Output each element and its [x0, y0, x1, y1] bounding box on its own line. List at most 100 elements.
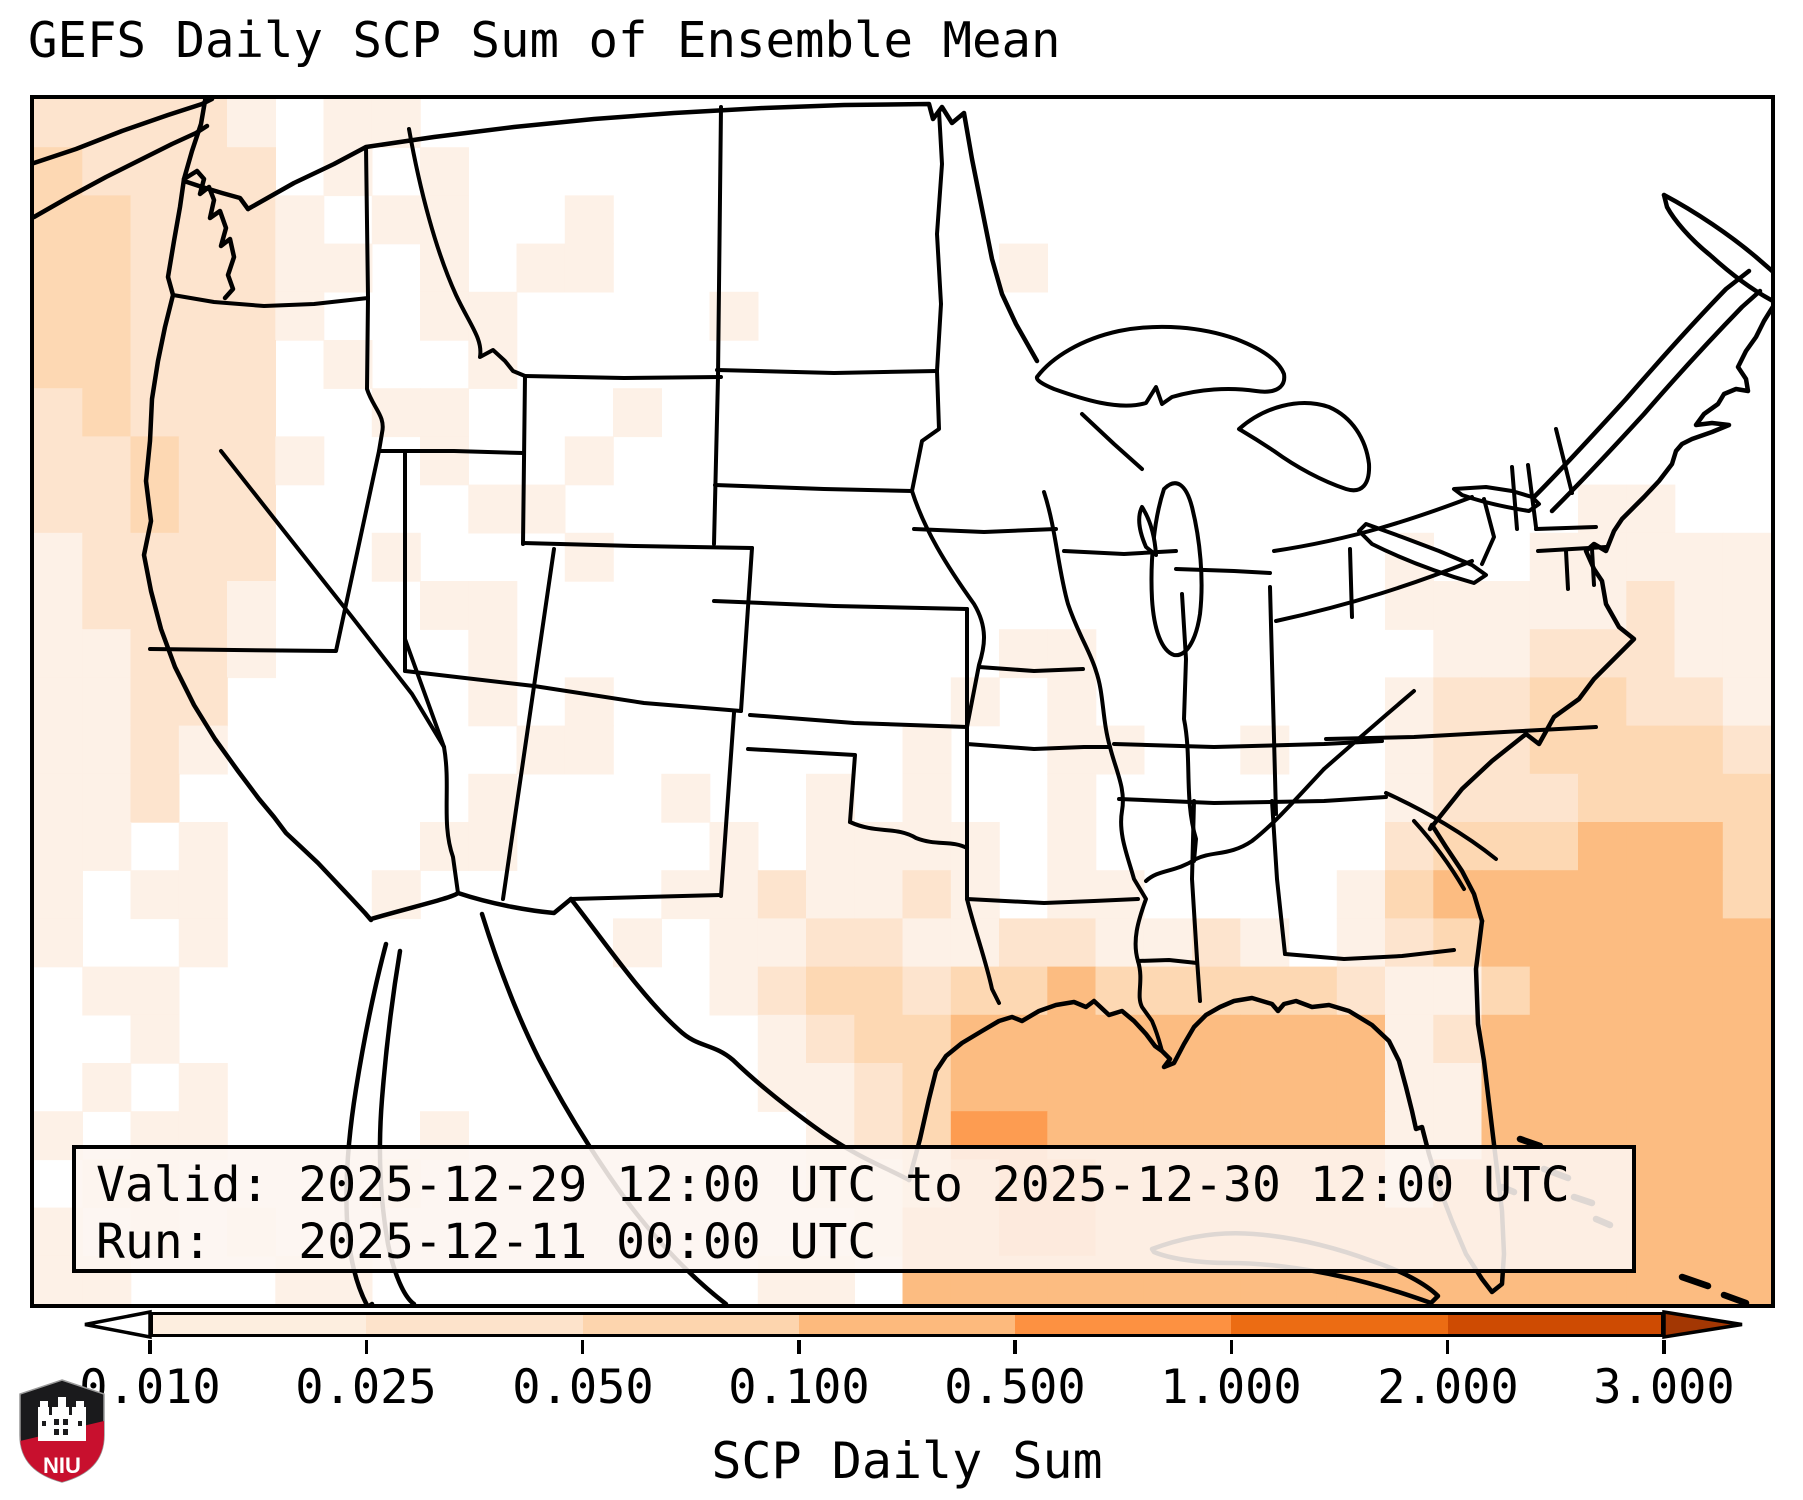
border-ma-north [1534, 525, 1598, 531]
scp-cell [1674, 1014, 1724, 1064]
scp-cell [227, 195, 276, 245]
scp-cell [1529, 532, 1579, 582]
scp-cell [275, 243, 325, 293]
scp-cell [1722, 918, 1771, 968]
colorbar-tick-mark [1229, 1340, 1234, 1354]
scp-cell [1433, 629, 1483, 679]
scp-cell [564, 436, 614, 486]
scp-cell [468, 581, 518, 630]
scp-cell [1674, 1063, 1724, 1112]
scp-cell [1578, 822, 1627, 871]
scp-cell [82, 966, 132, 1016]
scp-cell [661, 773, 711, 823]
colorbar-segment [150, 1312, 368, 1337]
scp-cell [1481, 1014, 1531, 1064]
scp-cell [1626, 822, 1676, 871]
scp-cell [227, 436, 276, 486]
border-ut-az [403, 669, 536, 688]
scp-cell [82, 773, 132, 823]
scp-cell [82, 99, 132, 148]
scp-cell [82, 822, 132, 871]
scp-cell [1529, 773, 1579, 823]
scp-cell [1722, 581, 1771, 630]
scp-cell [1529, 870, 1579, 920]
colorbar-tick-mark [797, 1340, 801, 1354]
scp-cell [420, 147, 469, 197]
scp-cell [1433, 1063, 1483, 1112]
scp-cell [227, 147, 276, 197]
scp-cell [564, 195, 614, 245]
pacific-coast [141, 99, 374, 923]
missouri-river [910, 489, 986, 729]
scp-heatmap-grid [34, 99, 1771, 1304]
scp-cell [1626, 966, 1676, 1016]
ohio-river [1144, 767, 1326, 883]
puget-sound [181, 168, 237, 301]
border-wy-co-north [521, 541, 754, 550]
scp-cell [564, 677, 614, 727]
scp-cell [130, 1014, 180, 1064]
green-bay [1137, 505, 1158, 557]
lake-superior [1034, 324, 1287, 408]
border-wa-or [171, 293, 370, 308]
border-ca-az-river [442, 745, 460, 895]
scp-cell [1481, 870, 1531, 920]
scp-cell [1481, 677, 1531, 727]
scp-cell [34, 773, 83, 823]
scp-cell [1578, 966, 1627, 1016]
scp-cell [902, 966, 952, 1016]
scp-cell [1722, 1159, 1771, 1209]
scp-cell [1578, 725, 1627, 775]
border-wi-il [1062, 549, 1178, 556]
valid-time-text: Valid: 2025-12-29 12:00 UTC to 2025-12-3… [96, 1157, 1570, 1213]
border-va-wv [1322, 689, 1416, 771]
scp-cell [1578, 773, 1627, 823]
scp-cell [1385, 918, 1434, 968]
scp-cell [1481, 581, 1531, 630]
scp-cell [82, 388, 132, 438]
scp-cell [1674, 1159, 1724, 1209]
scp-cell [1047, 677, 1097, 727]
scp-cell [1336, 1063, 1386, 1112]
border-ny-vt [1510, 465, 1519, 531]
scp-cell [468, 484, 518, 534]
scp-cell [1433, 918, 1483, 968]
scp-cell [130, 147, 180, 197]
scp-cell [1674, 725, 1724, 775]
scp-cell [806, 1063, 855, 1112]
scp-cell [1047, 773, 1097, 823]
scp-cell [82, 436, 132, 486]
parallel-37 [748, 713, 969, 729]
border-ga-fl [1283, 948, 1456, 961]
colorbar-tick-mark [1445, 1340, 1450, 1354]
map-panel [30, 95, 1775, 1308]
scp-cell [999, 1014, 1048, 1064]
scp-cell [468, 629, 518, 679]
border-mi-in-oh [1174, 567, 1272, 575]
scp-cell [1674, 581, 1724, 630]
colorbar-tick-label: 3.000 [1593, 1360, 1735, 1415]
scp-cell [420, 436, 469, 486]
scp-cell [82, 1063, 132, 1112]
scp-cell [130, 870, 180, 920]
vancouver-island-north [34, 99, 215, 166]
scp-cell [1578, 1063, 1627, 1112]
scp-cell [1143, 966, 1193, 1016]
scp-cell [950, 1014, 1000, 1064]
colorbar-outline [150, 1312, 1664, 1337]
scp-cell [806, 870, 855, 920]
border-mo-ar [965, 742, 1112, 751]
scp-cell [1578, 1014, 1627, 1064]
scp-cell [1095, 870, 1145, 920]
scp-cell [1529, 629, 1579, 679]
scp-cell [82, 147, 132, 197]
border-ms-al [1190, 799, 1202, 1003]
scp-cell [1385, 870, 1434, 920]
scp-cell [178, 870, 228, 920]
scp-cell [1047, 1014, 1097, 1064]
scp-cell [1722, 532, 1771, 582]
scp-cell [82, 725, 132, 775]
scp-cell [999, 966, 1048, 1016]
scp-cell [82, 340, 132, 389]
border-va-nc [1324, 725, 1598, 741]
